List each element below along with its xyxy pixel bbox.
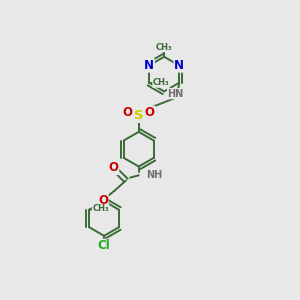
- Text: O: O: [109, 161, 118, 174]
- Text: NH: NH: [146, 169, 162, 180]
- Text: Cl: Cl: [97, 239, 110, 253]
- Text: N: N: [174, 59, 184, 72]
- Text: O: O: [98, 194, 108, 206]
- Text: S: S: [134, 109, 143, 122]
- Text: CH₃: CH₃: [153, 78, 169, 87]
- Text: O: O: [123, 106, 133, 119]
- Text: N: N: [144, 59, 154, 72]
- Text: CH₃: CH₃: [92, 204, 109, 213]
- Text: CH₃: CH₃: [156, 43, 172, 52]
- Text: HN: HN: [168, 88, 184, 99]
- Text: O: O: [145, 106, 155, 119]
